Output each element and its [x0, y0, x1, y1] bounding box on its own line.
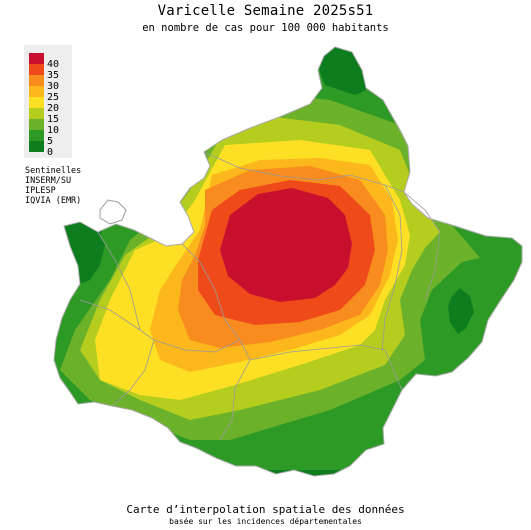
legend-tick-30: 30 — [47, 81, 60, 92]
legend-swatch-25 — [29, 86, 44, 97]
boundary-northeast — [403, 191, 441, 301]
color-legend: 40 35 30 25 20 15 10 5 0 — [24, 45, 72, 158]
legend-tick-15: 15 — [47, 114, 60, 125]
legend-tick-5: 5 — [47, 136, 54, 147]
legend-swatch-35 — [29, 64, 44, 75]
legend-swatch-40 — [29, 53, 44, 64]
legend-tick-25: 25 — [47, 92, 60, 103]
dark-patch-east — [448, 288, 474, 334]
boundary-south — [153, 339, 241, 353]
boundary-west — [79, 299, 155, 407]
legend-swatch-30 — [29, 75, 44, 86]
data-sources: Sentinelles INSERM/SU IPLESP IQVIA (EMR) — [25, 166, 81, 206]
boundary-west-2 — [97, 231, 141, 331]
source-inserm: INSERM/SU — [25, 176, 72, 186]
map-subtitle: en nombre de cas pour 100 000 habitants — [142, 22, 389, 34]
footer-title: Carte d’interpolation spatiale des donné… — [126, 503, 405, 516]
department-boundaries — [79, 151, 441, 441]
legend-tick-20: 20 — [47, 103, 60, 114]
legend-tick-35: 35 — [47, 70, 60, 81]
legend-tick-0: 0 — [47, 147, 54, 158]
source-sentinelles: Sentinelles — [25, 166, 82, 176]
enclave-outline — [99, 199, 127, 225]
legend-swatch-15 — [29, 108, 44, 119]
legend-swatch-5 — [29, 130, 44, 141]
legend-swatch-0 — [29, 141, 44, 152]
dark-patch-west — [64, 222, 105, 284]
map-title: Varicelle Semaine 2025s51 — [157, 3, 374, 19]
source-iqvia: IQVIA (EMR) — [25, 196, 82, 206]
footer-subtitle: basée sur les incidences départementales — [169, 517, 362, 526]
legend-swatch-20 — [29, 97, 44, 108]
boundary-central — [249, 344, 403, 391]
band-40 — [220, 188, 352, 302]
dark-patch-north — [318, 47, 366, 95]
legend-tick-40: 40 — [47, 59, 60, 70]
legend-tick-10: 10 — [47, 125, 60, 136]
boundary-east — [381, 184, 403, 351]
source-iplesp: IPLESP — [25, 186, 56, 196]
legend-swatch-10 — [29, 119, 44, 130]
